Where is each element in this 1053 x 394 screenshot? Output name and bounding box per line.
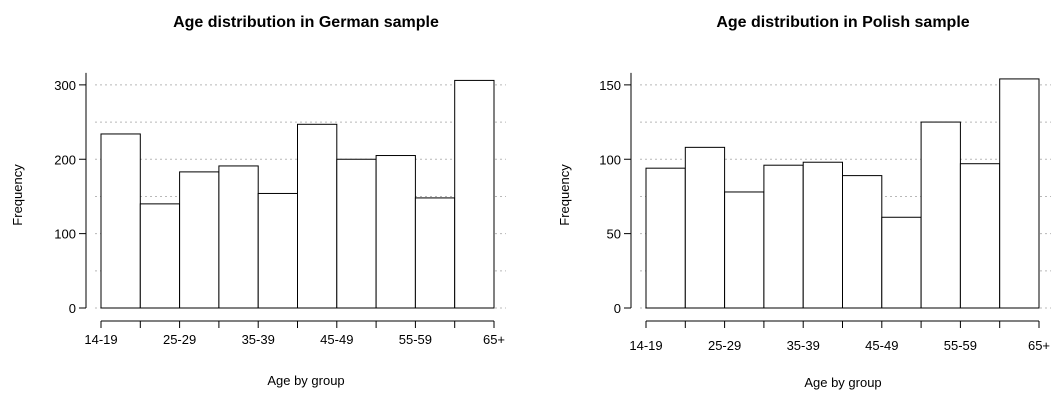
polish-age-histogram: Age distribution in Polish sample 0 50 100 1… [557,14,1051,390]
x-axis-label: Age by group [267,373,344,388]
histogram-bar [842,175,883,309]
y-tick-label: 200 [54,152,76,167]
y-tick-label: 100 [54,227,76,242]
x-tick-label: 65+ [483,332,505,347]
histogram-bar [336,158,377,309]
histogram-bar [218,165,259,309]
y-tick-label: 50 [607,227,621,242]
y-axis-label: Frequency [557,164,572,226]
chart-title: Age distribution in Polish sample [716,14,969,31]
x-tick-label: 55-59 [399,332,432,347]
x-tick-label: 45-49 [865,338,898,353]
histogram-bar [414,197,456,309]
histogram-bar [139,203,181,309]
histogram-bar [999,78,1040,309]
histogram-bar [959,163,1001,309]
x-axis-label: Age by group [804,375,881,390]
x-tick-label: 45-49 [320,332,353,347]
x-tick-label: 14-19 [629,338,662,353]
histogram-bar [763,164,804,309]
histogram-bar [100,133,141,309]
y-tick-label: 0 [69,301,76,316]
y-tick-label: 150 [599,78,621,93]
y-tick-label: 300 [54,78,76,93]
histogram-bar [257,192,299,309]
x-tick-label: 35-39 [242,332,275,347]
x-tick-label: 25-29 [708,338,741,353]
histogram-bar [724,191,765,309]
y-axis-label: Frequency [10,164,25,226]
histogram-bar [454,79,495,309]
x-tick-label: 65+ [1028,338,1050,353]
histogram-bar [645,167,686,309]
histogram-bar [920,121,961,309]
german-age-histogram: Age distribution in German sample 0 100 200… [10,14,506,388]
histogram-bar [179,171,220,309]
histogram-bar [684,146,726,309]
y-tick-label: 0 [614,301,621,316]
chart-title: Age distribution in German sample [173,14,439,31]
x-tick-label: 14-19 [84,332,117,347]
y-tick-label: 100 [599,152,621,167]
histogram-bar [802,161,844,309]
x-tick-label: 25-29 [163,332,196,347]
x-tick-label: 55-59 [944,338,977,353]
histogram-bar [297,123,338,309]
x-tick-label: 35-39 [787,338,820,353]
histogram-bar [881,216,922,309]
histogram-bar [375,155,416,309]
